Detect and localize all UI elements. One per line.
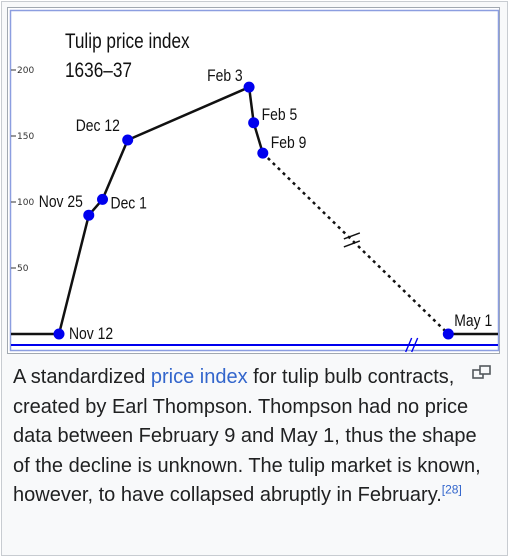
y-tick-label: 150: [17, 132, 34, 142]
caption-text-after: for tulip bulb contracts, created by Ear…: [13, 366, 481, 506]
plot-frame: [9, 9, 500, 352]
data-point: [83, 209, 95, 221]
chart-title-line: 1636–37: [65, 60, 132, 83]
data-label: Dec 12: [76, 117, 120, 136]
data-label: Feb 9: [271, 134, 307, 153]
data-point: [97, 193, 109, 205]
break-mark: [343, 240, 361, 248]
data-point: [248, 117, 260, 129]
break-mark: [343, 232, 361, 240]
data-point: [53, 328, 65, 340]
tulip-price-chart: 200 150 100 50 Nov 12 Nov 25 Dec 1 Dec 12 Feb 3 F…: [9, 9, 500, 353]
data-label: Feb 3: [207, 67, 243, 86]
figure-caption: A standardized price index for tulip bul…: [13, 363, 493, 511]
data-label: Nov 25: [39, 193, 83, 212]
chart-image[interactable]: 200 150 100 50 Nov 12 Nov 25 Dec 1 Dec 12 Feb 3 F…: [7, 7, 500, 354]
axis-break-mark: [411, 337, 419, 353]
chart-title-line: Tulip price index: [65, 31, 190, 54]
data-point: [122, 134, 134, 146]
data-point: [442, 328, 454, 340]
series-dashed-segment: [261, 152, 450, 335]
data-point: [243, 81, 255, 93]
data-point: [257, 147, 269, 159]
y-tick-label: 100: [17, 198, 34, 208]
reference-link[interactable]: [28]: [441, 482, 462, 497]
caption-text-before: A standardized: [13, 366, 151, 388]
y-tick-label: 50: [17, 264, 29, 274]
data-label: Feb 5: [262, 106, 298, 125]
y-tick-label: 200: [17, 66, 34, 76]
data-label: Dec 1: [111, 194, 147, 213]
data-label: Nov 12: [69, 325, 113, 344]
axis-break-mark: [405, 337, 413, 353]
data-label: May 1: [454, 312, 492, 331]
price-index-link[interactable]: price index: [150, 366, 248, 388]
magnify-icon[interactable]: [472, 364, 492, 380]
